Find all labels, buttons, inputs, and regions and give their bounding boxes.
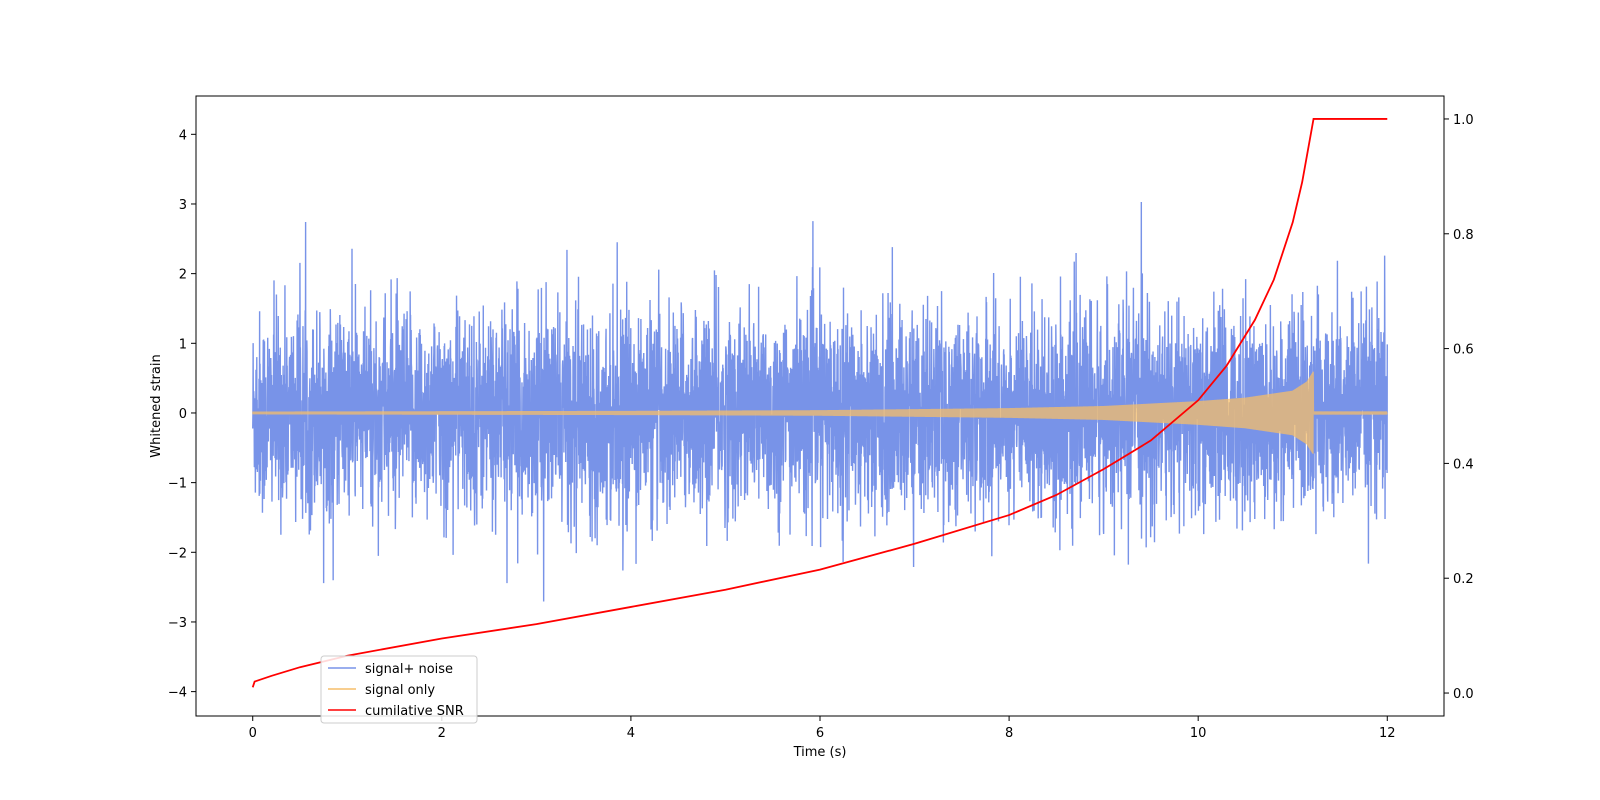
legend-label-cumulative-snr: cumilative SNR: [365, 704, 464, 719]
y-tick-label: −3: [168, 616, 187, 631]
x-tick-label: 10: [1190, 726, 1207, 741]
y-tick-label: 4: [179, 128, 187, 143]
x-tick-label: 12: [1379, 726, 1396, 741]
x-tick-label: 6: [816, 726, 824, 741]
legend: signal+ noise signal only cumilative SNR: [320, 655, 478, 724]
y2-tick-label: 0.0: [1453, 687, 1474, 702]
y2-tick-label: 0.8: [1453, 228, 1474, 243]
x-axis-label: Time (s): [793, 745, 847, 760]
y-tick-label: 2: [179, 268, 187, 283]
y2-tick-label: 1.0: [1453, 113, 1474, 128]
legend-box: [320, 655, 478, 724]
y-tick-label: −1: [168, 477, 187, 492]
x-tick-label: 8: [1005, 726, 1013, 741]
y-tick-label: −4: [168, 686, 187, 701]
y2-tick-label: 0.2: [1453, 572, 1474, 587]
x-tick-label: 4: [627, 726, 635, 741]
y-axis-label: Whitened strain: [149, 354, 164, 457]
y-tick-label: 1: [179, 337, 187, 352]
legend-label-signal-only: signal only: [365, 683, 435, 698]
legend-label-signal-noise: signal+ noise: [365, 662, 453, 677]
y-tick-label: −2: [168, 546, 187, 561]
y-tick-label: 0: [179, 407, 187, 422]
x-tick-label: 2: [438, 726, 446, 741]
x-tick-label: 0: [249, 726, 257, 741]
y2-tick-label: 0.6: [1453, 343, 1474, 358]
y-tick-label: 3: [179, 198, 187, 213]
y2-tick-label: 0.4: [1453, 457, 1474, 472]
